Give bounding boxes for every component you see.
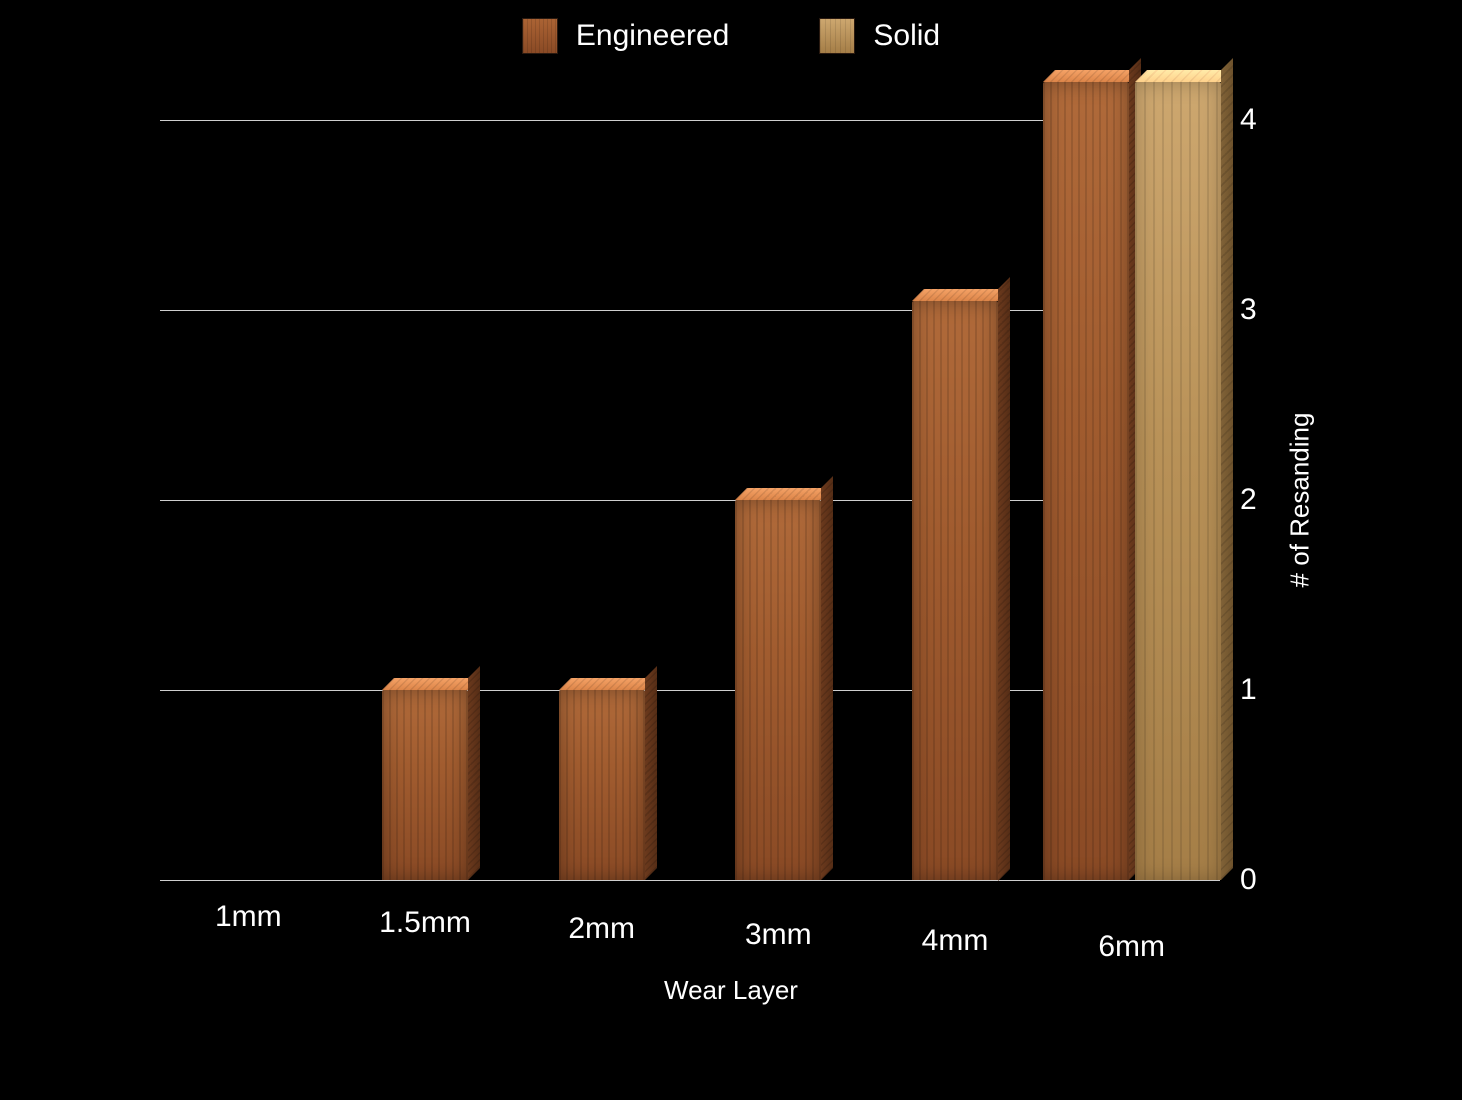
legend-label: Engineered	[576, 19, 729, 53]
legend-label: Solid	[873, 19, 940, 53]
plot-area	[160, 120, 1220, 880]
legend: Engineered Solid	[0, 18, 1462, 54]
legend-swatch-engineered	[522, 18, 558, 54]
x-tick-label: 2mm	[568, 912, 635, 946]
y-tick-label: 2	[1240, 483, 1280, 517]
y-tick-label: 1	[1240, 673, 1280, 707]
x-tick-label: 1.5mm	[379, 906, 471, 940]
x-tick-label: 1mm	[215, 900, 282, 934]
bar-engineered-2mm	[559, 690, 645, 880]
bar-engineered-4mm	[912, 301, 998, 881]
legend-item-engineered: Engineered	[522, 18, 729, 54]
bar-solid-6mm	[1135, 82, 1221, 880]
y-tick-label: 3	[1240, 293, 1280, 327]
x-tick-label: 6mm	[1098, 930, 1165, 964]
y-tick-label: 0	[1240, 863, 1280, 897]
bar-engineered-3mm	[735, 500, 821, 880]
legend-item-solid: Solid	[819, 18, 940, 54]
gridline	[160, 880, 1220, 881]
x-tick-label: 4mm	[922, 924, 989, 958]
bar-engineered-1.5mm	[382, 690, 468, 880]
x-tick-label: 3mm	[745, 918, 812, 952]
bar-engineered-6mm	[1043, 82, 1129, 880]
legend-swatch-solid	[819, 18, 855, 54]
y-axis-title: # of Resanding	[1285, 413, 1316, 588]
x-axis-title: Wear Layer	[0, 975, 1462, 1006]
bar-chart: Engineered Solid 0 1 2 3 4 # of Resanding 1m…	[0, 0, 1462, 1100]
y-tick-label: 4	[1240, 103, 1280, 137]
